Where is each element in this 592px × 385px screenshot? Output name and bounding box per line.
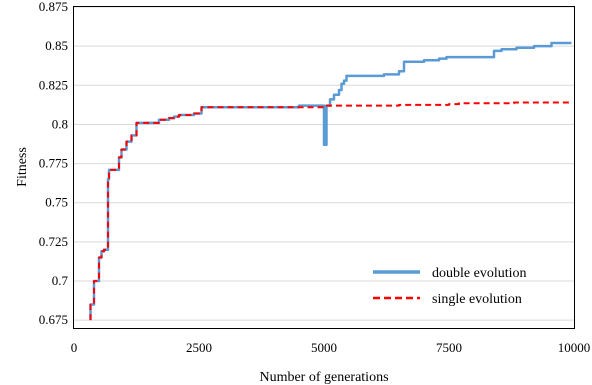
y-tick-label: 0.775 xyxy=(39,156,68,171)
x-axis-tick-labels: 0 2500 5000 7500 10000 xyxy=(71,340,591,355)
y-tick-label: 0.7 xyxy=(52,273,69,288)
legend: double evolution single evolution xyxy=(373,266,527,307)
x-tick-label: 10000 xyxy=(558,340,591,355)
legend-label-double-evolution: double evolution xyxy=(432,266,527,281)
x-tick-label: 7500 xyxy=(436,340,462,355)
y-tick-label: 0.725 xyxy=(39,234,68,249)
y-tick-label: 0.85 xyxy=(45,38,68,53)
y-tick-label: 0.875 xyxy=(39,0,68,14)
x-tick-label: 2500 xyxy=(186,340,212,355)
y-tick-label: 0.825 xyxy=(39,77,68,92)
y-tick-label: 0.75 xyxy=(45,195,68,210)
y-axis-tick-labels: 0.675 0.7 0.725 0.75 0.775 0.8 0.825 0.85 0.875 xyxy=(39,0,69,327)
x-tick-label: 5000 xyxy=(311,340,337,355)
series-line-single-evolution xyxy=(89,101,572,321)
plot-frame xyxy=(73,6,575,329)
y-tick-label: 0.8 xyxy=(52,116,68,131)
y-tick-label: 0.675 xyxy=(39,312,68,327)
y-axis-label: Fitness xyxy=(15,147,30,187)
x-tick-label: 0 xyxy=(71,340,78,355)
x-axis-label: Number of generations xyxy=(259,370,388,385)
series-layer xyxy=(89,41,572,321)
legend-label-single-evolution: single evolution xyxy=(432,292,522,307)
